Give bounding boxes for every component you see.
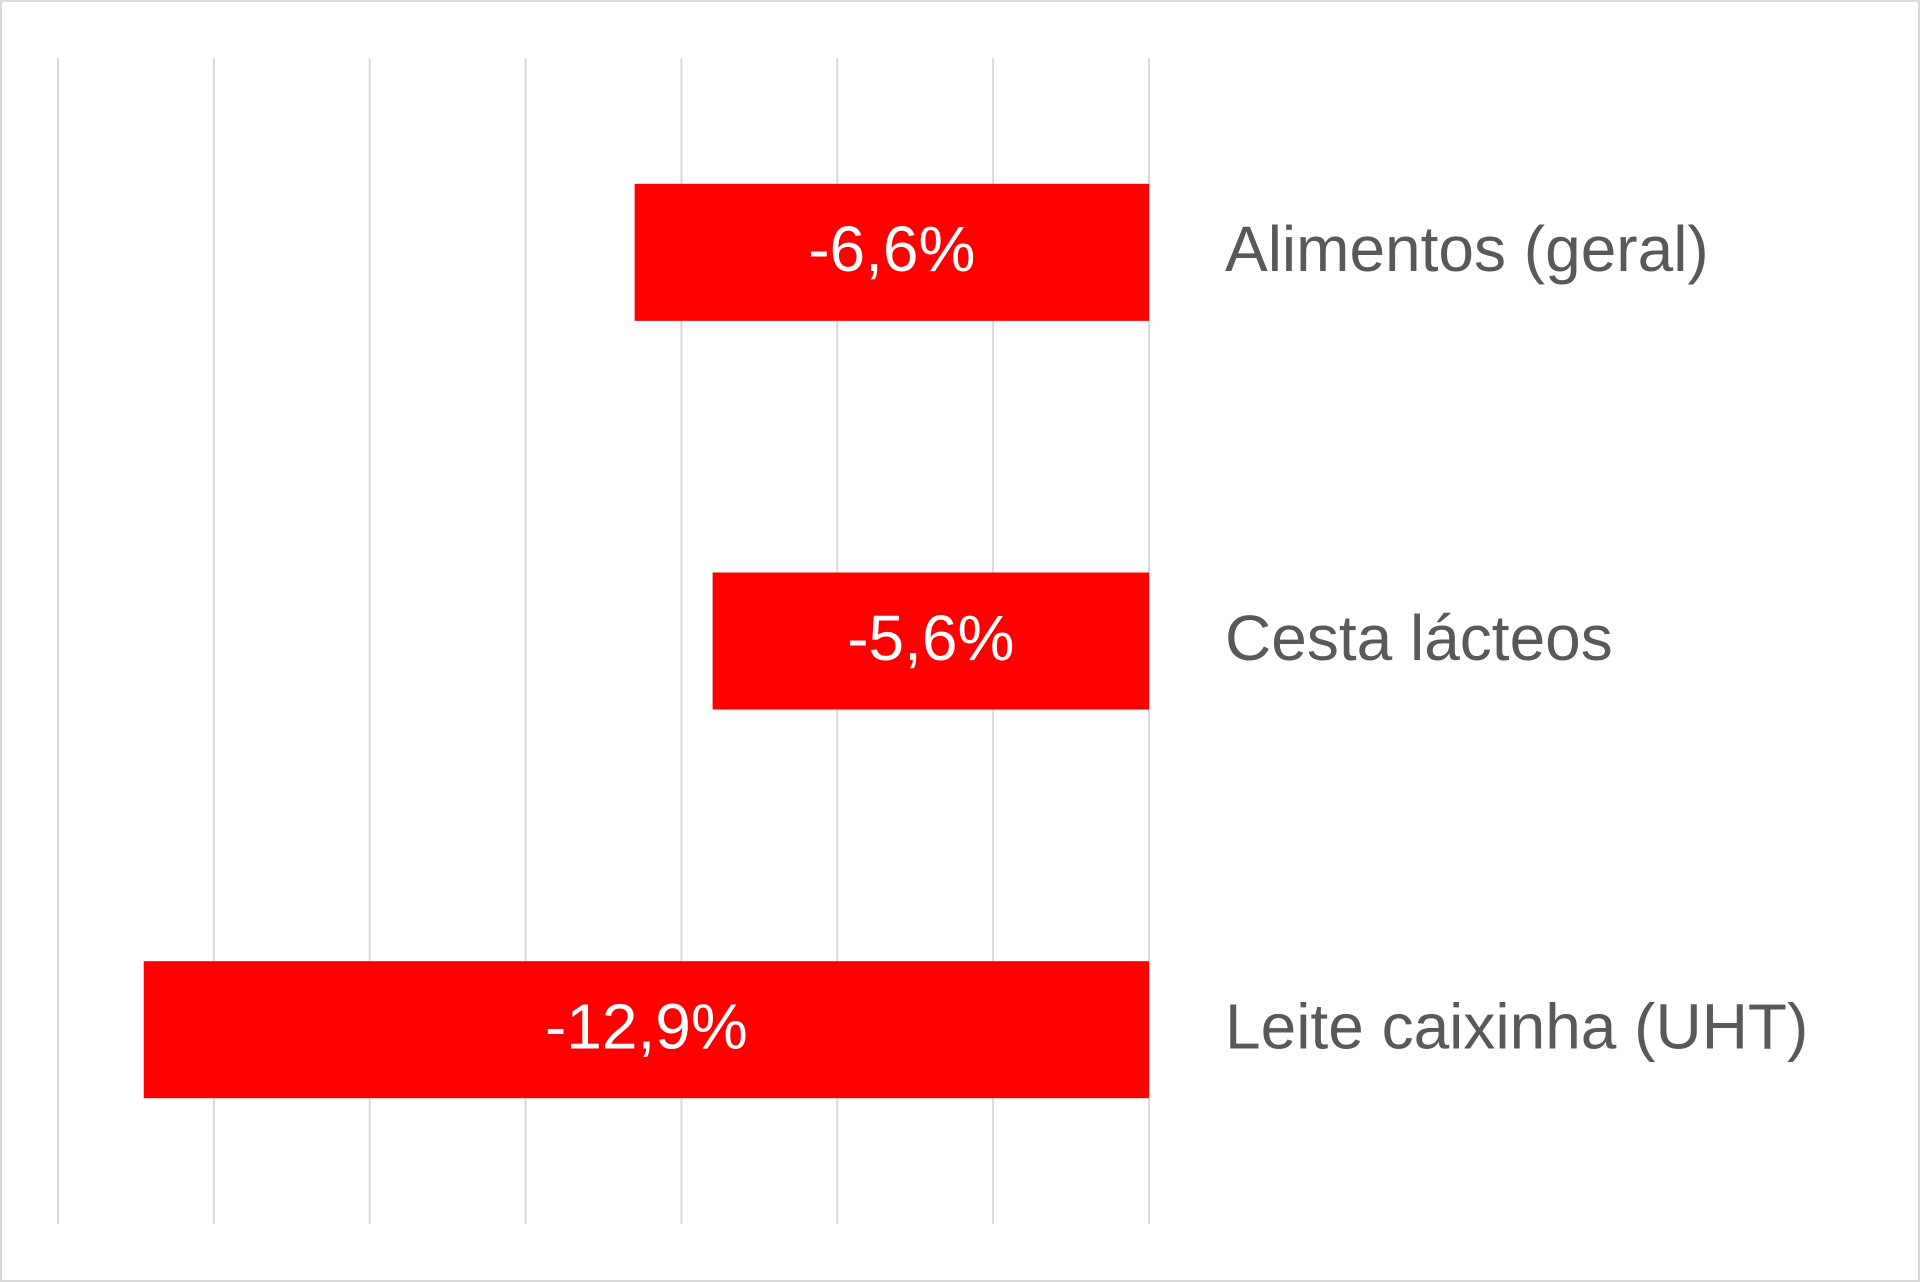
category-label: Alimentos (geral) — [1225, 213, 1709, 285]
bar — [634, 183, 1149, 321]
bar — [712, 572, 1149, 710]
category-label: Cesta lácteos — [1225, 602, 1613, 674]
bar — [143, 961, 1149, 1099]
category-label: Leite caixinha (UHT) — [1225, 991, 1808, 1063]
value-label: -12,9% — [545, 991, 748, 1063]
value-label: -5,6% — [847, 602, 1014, 674]
value-label: -6,6% — [808, 213, 975, 285]
